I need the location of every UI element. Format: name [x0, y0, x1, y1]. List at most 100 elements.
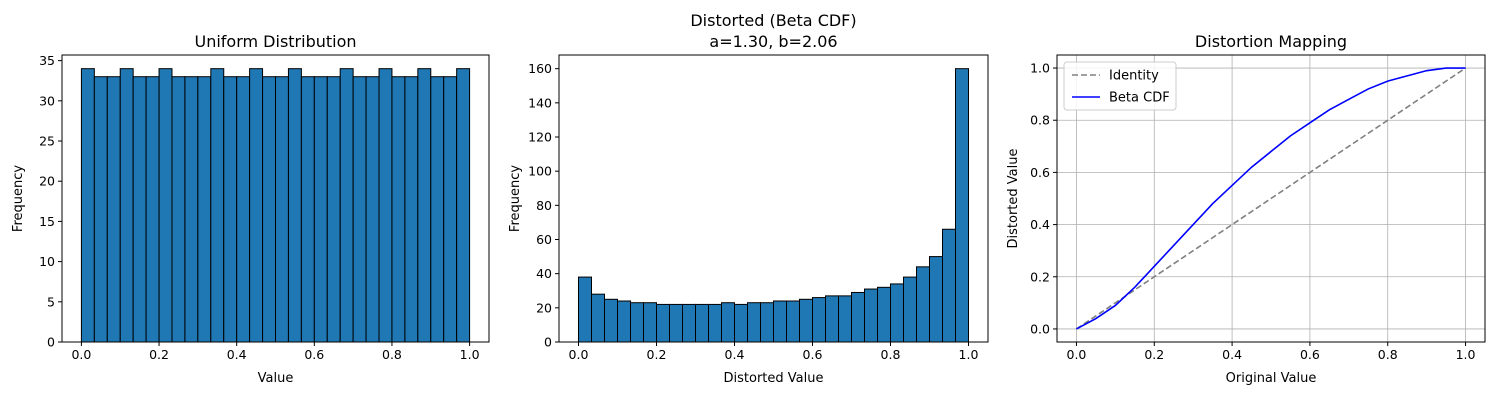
histogram-bar — [132, 76, 147, 343]
x-tick-label: 0.0 — [569, 347, 589, 362]
legend-label: Identity — [1109, 69, 1159, 84]
histogram-bar — [391, 76, 406, 343]
series-line-beta-cdf — [1076, 67, 1466, 330]
histogram-bar — [249, 68, 264, 343]
histogram-bar — [262, 76, 277, 343]
chart-subtitle: a=1.30, b=2.06 — [709, 32, 837, 51]
y-tick-label: 0.6 — [1030, 165, 1050, 180]
histogram-bar — [417, 68, 432, 343]
histogram-bar — [236, 76, 251, 343]
histogram-bar — [578, 276, 592, 343]
y-tick-label: 25 — [39, 134, 55, 149]
histogram-bar — [326, 76, 341, 343]
histogram-bar — [903, 276, 917, 343]
y-tick-label: 5 — [47, 294, 55, 309]
x-tick-label: 0.0 — [1067, 347, 1087, 362]
y-tick-label: 140 — [528, 95, 552, 110]
y-tick-label: 80 — [536, 198, 552, 213]
chart-title: Uniform Distribution — [194, 32, 356, 51]
axes-frame — [1056, 54, 1486, 343]
y-axis-label: Frequency — [11, 165, 26, 232]
histogram-bar — [643, 302, 657, 343]
histogram-bar — [184, 76, 199, 343]
y-tick-label: 0.4 — [1030, 217, 1050, 232]
legend: Identity Beta CDF — [1063, 61, 1177, 111]
histogram-bar — [916, 266, 930, 343]
histogram-bar — [300, 76, 315, 343]
x-tick-label: 0.2 — [647, 347, 667, 362]
histogram-bar — [456, 68, 471, 343]
series-line-identity — [1076, 67, 1466, 330]
chart-panel-1: 0.0 0.2 0.4 0.6 0.8 1.0 0 5 10 15 20 25 30 35 Value Fre… — [11, 32, 490, 386]
histogram-bar — [339, 68, 354, 343]
y-tick-label: 35 — [39, 53, 55, 68]
y-tick-label: 20 — [536, 300, 552, 315]
histogram-bar — [197, 76, 212, 343]
histogram-bar — [851, 291, 865, 343]
y-tick-label: 40 — [536, 266, 552, 281]
y-axis-label: Frequency — [508, 165, 523, 232]
legend-label: Beta CDF — [1109, 91, 1170, 106]
x-tick-label: 1.0 — [460, 347, 480, 362]
histogram-bar — [682, 303, 696, 343]
histogram-bar — [223, 76, 238, 343]
x-tick-label: 0.8 — [881, 347, 901, 362]
axes-frame — [558, 54, 989, 343]
histogram-bar — [773, 300, 787, 343]
histogram-bar — [404, 76, 419, 343]
y-tick-label: 0 — [47, 335, 55, 350]
x-axis-label: Distorted Value — [724, 371, 824, 386]
histogram-bar — [604, 298, 618, 343]
y-axis-label: Distorted Value — [1006, 149, 1021, 249]
histogram-bar — [275, 76, 289, 343]
histogram-bar — [158, 68, 173, 343]
histogram-bar — [80, 68, 95, 343]
histogram-bar — [119, 68, 134, 343]
x-axis-label: Value — [258, 371, 294, 386]
histogram-bar — [890, 283, 904, 343]
x-tick-label: 0.8 — [382, 347, 402, 362]
histogram-bar — [656, 303, 670, 343]
histogram-bar — [786, 300, 800, 343]
histogram-bar — [430, 76, 445, 343]
x-tick-label: 0.6 — [1300, 347, 1320, 362]
y-tick-label: 0.8 — [1030, 113, 1050, 128]
y-tick-label: 15 — [39, 214, 55, 229]
histogram-bar — [617, 300, 631, 343]
axes-frame — [61, 54, 490, 343]
histogram-bar — [313, 76, 328, 343]
histogram-bar — [760, 302, 774, 343]
histogram-bar — [955, 68, 969, 343]
x-tick-label: 0.2 — [1144, 347, 1164, 362]
histogram-bar — [799, 298, 813, 343]
y-tick-label: 100 — [528, 164, 552, 179]
y-tick-label: 30 — [39, 93, 55, 108]
y-tick-label: 160 — [528, 61, 552, 76]
histogram-bar — [812, 297, 826, 343]
x-tick-label: 0.2 — [149, 347, 169, 362]
histogram-bar — [734, 303, 748, 343]
histogram-bar — [942, 228, 956, 343]
histogram-bar — [695, 303, 709, 343]
histogram-bar — [838, 295, 852, 343]
histogram-bar — [443, 76, 458, 343]
histogram-bar — [352, 76, 367, 343]
histogram-bar — [877, 286, 891, 343]
histogram-bar — [287, 68, 302, 343]
histogram-bar — [708, 303, 722, 343]
chart-title: Distorted (Beta CDF) — [690, 11, 856, 30]
chart-title: Distortion Mapping — [1195, 32, 1347, 51]
y-tick-label: 20 — [39, 174, 55, 189]
y-tick-label: 10 — [39, 254, 55, 269]
histogram-bar — [630, 302, 644, 343]
y-tick-label: 120 — [528, 130, 552, 145]
histogram-bar — [93, 76, 108, 343]
histogram-bar — [747, 302, 761, 343]
y-tick-label: 0 — [544, 335, 552, 350]
histogram-bar — [378, 68, 393, 343]
histogram-bar — [210, 68, 225, 343]
legend-box — [1063, 61, 1177, 111]
y-tick-label: 0.0 — [1030, 321, 1050, 336]
chart-panel-2: 0.0 0.2 0.4 0.6 0.8 1.0 0 20 40 60 80 100 120 140 160 D… — [508, 11, 989, 386]
